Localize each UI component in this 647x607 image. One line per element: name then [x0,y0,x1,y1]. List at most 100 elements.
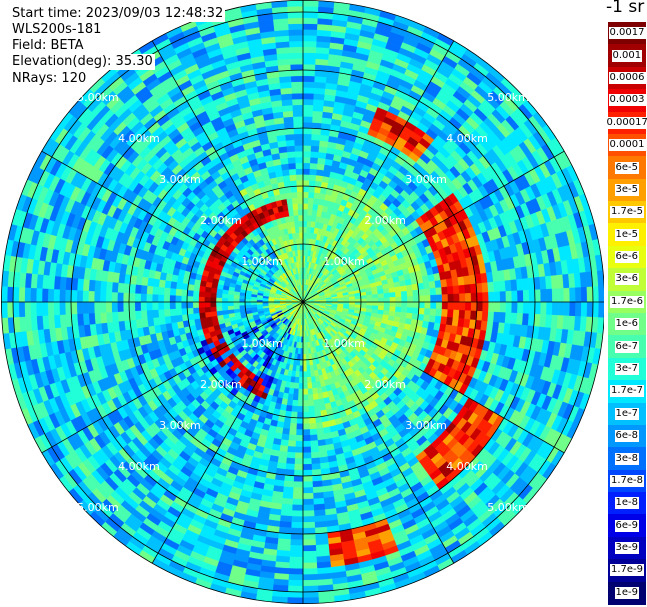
beta-cell [302,174,310,181]
beta-cell [302,150,312,158]
beta-cell [366,294,373,299]
beta-cell [400,290,408,298]
beta-cell [315,538,329,546]
beta-cell [395,291,402,298]
beta-cell [198,301,205,308]
beta-cell [282,174,291,182]
beta-cell [302,116,313,123]
beta-cell [405,284,413,292]
beta-cell [285,192,293,200]
beta-cell [282,486,294,494]
beta-cell [312,104,324,112]
beta-cell [288,434,297,442]
beta-cell [128,292,136,303]
beta-cell [198,306,206,314]
beta-cell [297,394,304,401]
beta-cell [312,393,319,401]
beta-cell [295,162,304,169]
beta-cell [291,504,304,512]
beta-cell [280,87,293,95]
beta-cell [146,301,153,311]
beta-cell [313,503,326,511]
beta-cell [307,214,313,222]
beta-cell [310,156,319,164]
beta-cell [302,365,307,372]
beta-cell [210,310,218,317]
beta-cell [528,301,536,315]
beta-cell [372,301,379,307]
beta-cell [283,480,294,488]
beta-cell [105,301,113,313]
beta-cell [314,515,327,523]
beta-cell [291,92,304,100]
beta-cell [293,116,304,123]
beta-cell [163,301,170,310]
beta-cell [88,301,95,314]
beta-cell [233,301,240,306]
beta-cell [313,99,325,107]
beta-cell [204,301,211,308]
beta-cell [302,521,316,529]
beta-cell [440,316,448,325]
beta-cell [302,504,315,512]
beta-cell [302,382,308,390]
beta-cell [482,301,489,312]
beta-cell [134,284,142,294]
beta-cell [295,232,300,239]
beta-cell [163,294,170,303]
beta-cell [289,215,295,223]
beta-cell [70,301,78,315]
beta-cell [378,297,385,303]
beta-cell [209,301,217,308]
beta-cell [76,278,85,291]
beta-cell [298,226,304,233]
beta-cell [430,294,437,303]
beta-cell [372,297,379,303]
beta-cell [510,279,518,292]
beta-cell [302,179,310,187]
beta-cell [312,480,323,488]
beta-cell [310,440,319,448]
beta-cell [292,487,304,494]
beta-cell [309,174,317,182]
beta-cell [522,289,530,303]
beta-cell [299,243,304,251]
beta-cell [297,388,304,396]
beta-cell [377,289,384,295]
beta-cell [293,133,304,141]
beta-cell [423,288,431,296]
beta-cell [204,311,212,318]
beta-cell [282,422,291,430]
beta-cell [305,353,310,361]
beta-cell [140,293,147,303]
beta-cell [293,475,304,483]
beta-cell [429,308,437,317]
beta-cell [82,290,89,303]
beta-cell [310,451,320,459]
beta-cell [434,315,442,325]
beta-cell [280,503,293,511]
beta-cell [418,307,425,315]
beta-cell [308,191,315,199]
beta-cell [279,75,292,84]
beta-cell [309,422,317,430]
beta-cell [418,289,425,297]
beta-cell [302,226,308,233]
beta-cell [302,133,313,141]
beta-cell [540,289,547,303]
beta-cell [464,284,472,294]
beta-cell [382,288,390,294]
beta-cell [459,293,466,303]
beta-cell [293,382,299,390]
beta-cell [227,305,235,311]
beta-cell [238,298,246,303]
beta-cell [296,411,304,419]
beta-cell [227,297,234,303]
beta-cell [291,197,299,205]
beta-cell [302,191,309,198]
beta-cell [389,296,397,303]
beta-cell [446,286,454,295]
beta-cell [282,110,294,118]
beta-cell [302,533,316,541]
beta-cell [307,382,313,390]
